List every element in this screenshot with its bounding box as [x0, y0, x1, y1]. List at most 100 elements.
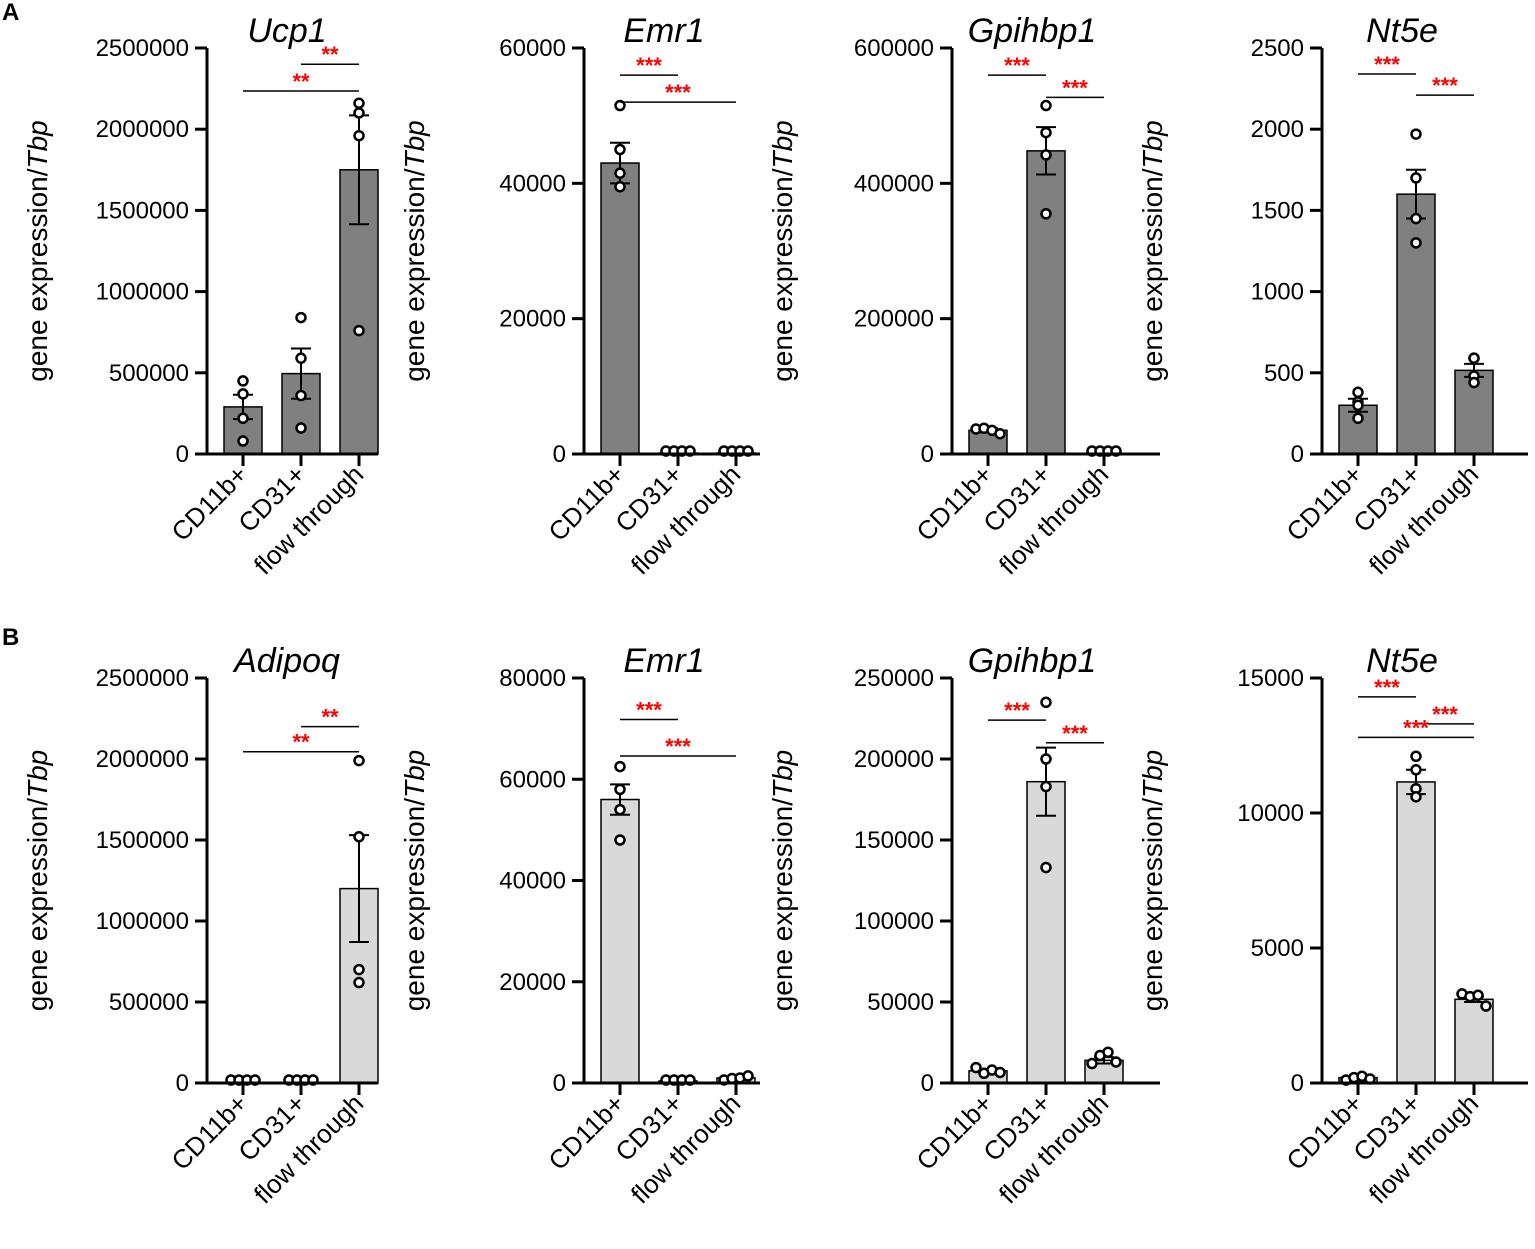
data-point	[742, 1070, 754, 1082]
significance-label: ***	[636, 698, 662, 723]
chart-6: Emr1 gene expression/Tbp 0 20000 40000 60000 8…	[399, 642, 760, 1209]
data-point	[1410, 128, 1422, 140]
data-point	[1468, 376, 1480, 389]
y-tick-label: 400000	[854, 170, 934, 197]
data-point	[353, 129, 365, 142]
x-tick-label: CD11b+	[910, 1088, 998, 1176]
y-tick-label: 0	[553, 1070, 566, 1097]
data-point	[614, 167, 626, 179]
bar	[1026, 150, 1066, 455]
chart-title: Gpihbp1	[968, 12, 1097, 50]
significance-label: ***	[1062, 75, 1088, 100]
x-tick-label: CD11b+	[165, 459, 253, 547]
y-tick-label: 0	[553, 441, 566, 468]
y-axis-label-text: gene expression/	[22, 798, 53, 1011]
data-point	[970, 1061, 982, 1074]
y-axis-label-italic: Tbp	[767, 120, 798, 168]
y-axis-label-text: gene expression/	[1137, 798, 1168, 1011]
data-point	[353, 97, 365, 109]
data-point	[614, 783, 626, 796]
y-axis-label-italic: Tbp	[1137, 750, 1168, 798]
data-point	[1040, 861, 1052, 874]
y-tick-label: 500	[1264, 360, 1304, 387]
y-tick-label: 2000000	[96, 116, 189, 143]
chart-title: Adipoq	[232, 642, 340, 680]
significance-label: ***	[1062, 721, 1088, 746]
y-tick-label: 150000	[854, 827, 934, 854]
significance-label: ***	[1432, 702, 1458, 727]
y-tick-label: 10000	[1237, 800, 1304, 827]
y-axis-label-text: gene expression/	[767, 168, 798, 381]
chart-title: Ucp1	[247, 12, 326, 50]
y-axis-label: gene expression/Tbp	[22, 120, 53, 382]
y-axis-label: gene expression/Tbp	[767, 120, 798, 382]
x-tick-label: CD11b+	[165, 1088, 253, 1176]
y-tick-label: 0	[1291, 441, 1304, 468]
data-point	[1352, 386, 1364, 399]
data-point	[1468, 352, 1480, 364]
data-point	[994, 427, 1006, 440]
data-point	[1040, 126, 1052, 139]
data-point	[1102, 1046, 1114, 1058]
data-point	[1472, 989, 1484, 1001]
y-tick-label: 20000	[499, 306, 566, 333]
data-point	[295, 311, 307, 324]
significance-label: ***	[1403, 715, 1429, 740]
y-tick-label: 0	[176, 441, 189, 468]
x-tick-label: CD11b+	[542, 459, 630, 547]
significance-label: **	[292, 69, 310, 94]
y-tick-label: 200000	[854, 746, 934, 773]
data-point	[1040, 696, 1052, 709]
bar	[1454, 998, 1494, 1084]
data-point	[614, 760, 626, 773]
chart-8: Nt5e gene expression/Tbp 0 5000 10000 15000 CD…	[1137, 642, 1528, 1209]
data-point	[1040, 208, 1052, 220]
data-point	[614, 803, 626, 816]
data-point	[1086, 1057, 1098, 1070]
y-tick-label: 500000	[109, 360, 189, 387]
significance-label: ***	[665, 80, 691, 105]
data-point	[1040, 753, 1052, 765]
data-point	[1040, 780, 1052, 793]
y-axis-label-text: gene expression/	[22, 168, 53, 381]
x-tick-label: CD11b+	[1280, 459, 1368, 547]
y-tick-label: 80000	[499, 665, 566, 692]
data-point	[295, 422, 307, 434]
chart-3: Gpihbp1 gene expression/Tbp 0 200000 400000 6…	[767, 12, 1160, 580]
significance-label: **	[321, 42, 339, 67]
data-point	[1410, 172, 1422, 184]
y-tick-label: 40000	[499, 868, 566, 895]
chart-1: Ucp1 gene expression/Tbp 0 500000 1000000 150…	[22, 12, 379, 580]
y-tick-label: 0	[921, 1070, 934, 1097]
chart-5: Adipoq gene expression/Tbp 0 500000 1000000 1…	[22, 642, 379, 1209]
chart-title: Emr1	[623, 642, 704, 680]
chart-title: Emr1	[623, 12, 704, 50]
significance-label: ***	[1004, 698, 1030, 723]
y-axis-label-text: gene expression/	[767, 798, 798, 1011]
data-point	[614, 143, 626, 156]
data-point	[614, 834, 626, 846]
y-axis-label-italic: Tbp	[22, 750, 53, 798]
y-tick-label: 40000	[499, 170, 566, 197]
bar	[600, 798, 640, 1084]
chart-7: Gpihbp1 gene expression/Tbp 0 50000 100000 15…	[767, 642, 1160, 1209]
data-point	[353, 754, 365, 767]
data-point	[1410, 237, 1422, 249]
y-tick-label: 250000	[854, 665, 934, 692]
y-tick-label: 1500	[1251, 197, 1304, 224]
y-tick-label: 5000	[1251, 935, 1304, 962]
data-point	[237, 388, 249, 400]
y-axis-label: gene expression/Tbp	[1137, 120, 1168, 382]
y-tick-label: 60000	[499, 766, 566, 793]
y-tick-label: 20000	[499, 969, 566, 996]
data-point	[1480, 1000, 1492, 1012]
bar	[1396, 193, 1436, 455]
y-tick-label: 50000	[867, 989, 934, 1016]
y-axis-label-text: gene expression/	[399, 798, 430, 1011]
data-point	[1110, 1056, 1122, 1068]
data-point	[353, 963, 365, 976]
chart-2: Emr1 gene expression/Tbp 0 20000 40000 60000 C…	[399, 12, 760, 580]
chart-title: Gpihbp1	[968, 642, 1097, 680]
